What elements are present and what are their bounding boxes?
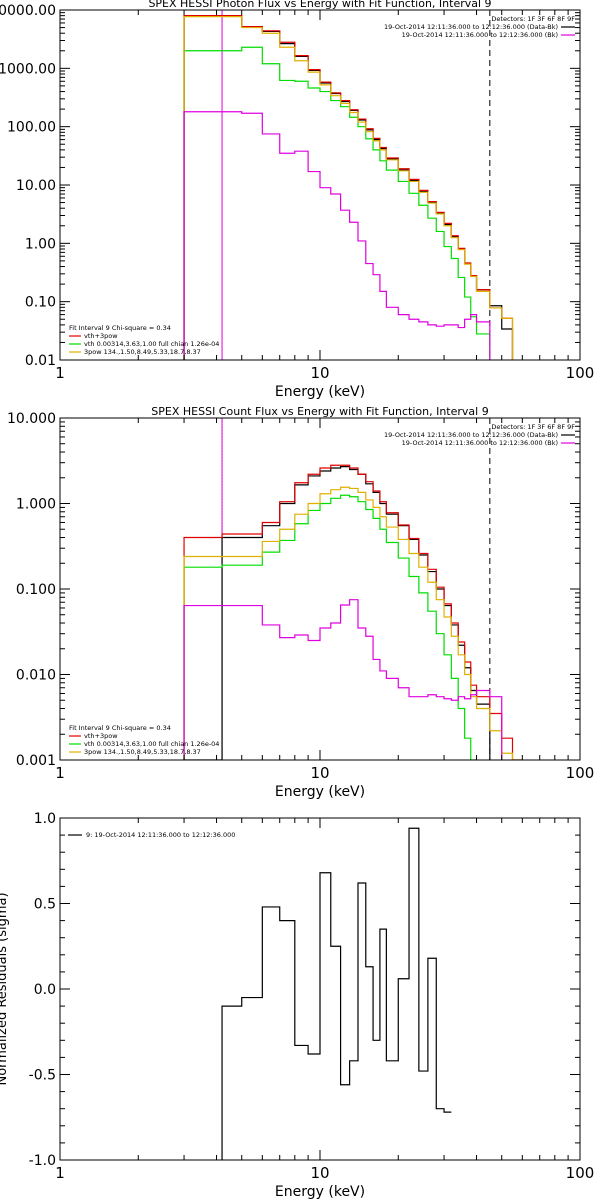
series-5-line xyxy=(183,111,491,360)
y-tick-label: 1.00 xyxy=(25,236,56,252)
legend-label: 19-Oct-2014 12:11:36.000 to 12:12:36.000… xyxy=(402,439,558,447)
chart-title: SPEX HESSI Count Flux vs Energy with Fit… xyxy=(151,405,488,418)
y-tick-label: -1.0 xyxy=(29,1153,56,1169)
x-tick-label: 10 xyxy=(310,1164,329,1182)
series-3-line xyxy=(183,46,514,360)
fit-legend-title: Fit Interval 9 Chi-square = 0.34 xyxy=(69,324,171,332)
fit-legend-label: 3pow 134.,1.50,8.49,5.33,18.7,8.37 xyxy=(84,348,201,356)
y-tick-label: 0.10 xyxy=(25,295,56,311)
x-tick-label: 1 xyxy=(55,764,65,782)
chart-panel-1: SPEX HESSI Photon Flux vs Energy with Fi… xyxy=(0,0,595,400)
x-axis-label: Energy (keV) xyxy=(275,384,365,400)
y-tick-label: 1.0 xyxy=(34,811,56,827)
plot-area xyxy=(183,10,514,360)
chart-panel-3: 1 10 100 Energy (keV) -1.0 -0.5 0.0 0.5 1.0 Norma… xyxy=(0,811,594,1200)
fit-legend-title: Fit Interval 9 Chi-square = 0.34 xyxy=(69,724,171,732)
y-tick-label: 0.5 xyxy=(34,897,56,913)
fit-legend-label: 3pow 134.,1.50,8.49,5.33,18.7,8.37 xyxy=(84,748,201,756)
series-4-line xyxy=(183,486,523,760)
y-tick-label: 0.100 xyxy=(16,582,56,598)
x-tick-label: 1 xyxy=(55,364,65,382)
y-tick-label: 100.00 xyxy=(7,120,56,136)
x-tick-label: 10 xyxy=(310,764,329,782)
chart-title: SPEX HESSI Photon Flux vs Energy with Fi… xyxy=(148,0,491,10)
y-tick-label: 0.010 xyxy=(16,668,56,684)
x-tick-label: 1 xyxy=(55,1164,65,1182)
series-5-line xyxy=(183,599,503,760)
legend-label: 9: 19-Oct-2014 12:11:36.000 to 12:12:36.… xyxy=(86,831,235,839)
series-1-line xyxy=(183,15,514,360)
legend-header: Detectors: 1F 3F 6F 8F 9F xyxy=(491,15,575,23)
fit-legend-label: vth 0.00314,3.63,1.00 full chian 1.26e-0… xyxy=(84,340,219,348)
legend-label: 19-Oct-2014 12:11:36.000 to 12:12:36.000… xyxy=(402,31,558,39)
y-tick-label: 0.001 xyxy=(16,753,56,769)
y-tick-label: 10000.00 xyxy=(0,3,56,19)
legend-label: 19-Oct-2014 12:11:36.000 to 12:12:36.000… xyxy=(384,431,558,439)
plot-area xyxy=(183,418,523,760)
legend-header: Detectors: 1F 3F 6F 8F 9F xyxy=(491,423,575,431)
y-tick-label: 1.000 xyxy=(16,497,56,513)
x-tick-label: 100 xyxy=(566,1164,595,1182)
x-axis-label: Energy (keV) xyxy=(275,784,365,800)
y-axis-label: Normalized Residuals (sigma) xyxy=(0,892,10,1085)
plot-area xyxy=(221,827,452,1160)
x-tick-label: 100 xyxy=(566,764,595,782)
x-axis-label: Energy (keV) xyxy=(275,1184,365,1200)
y-tick-label: 10.000 xyxy=(7,411,56,427)
y-tick-label: -0.5 xyxy=(29,1068,56,1084)
y-tick-label: 10.00 xyxy=(16,178,56,194)
y-tick-label: 0.0 xyxy=(34,982,56,998)
x-tick-label: 10 xyxy=(310,364,329,382)
fit-legend-label: vth+3pow xyxy=(84,332,118,340)
series-4-line xyxy=(183,16,514,360)
legend-label: 19-Oct-2014 12:11:36.000 to 12:12:36.000… xyxy=(384,23,558,31)
chart-panel-2: SPEX HESSI Count Flux vs Energy with Fit… xyxy=(7,405,594,800)
series-2-line xyxy=(183,15,514,360)
series-2-line xyxy=(183,464,523,760)
series-1-line xyxy=(221,827,452,1160)
fit-legend-label: vth+3pow xyxy=(84,732,118,740)
fit-legend-label: vth 0.00314,3.63,1.00 full chian 1.26e-0… xyxy=(84,740,219,748)
x-tick-label: 100 xyxy=(566,364,595,382)
y-tick-label: 1000.00 xyxy=(0,61,56,77)
y-tick-label: 0.01 xyxy=(25,353,56,369)
series-3-line xyxy=(183,494,477,760)
